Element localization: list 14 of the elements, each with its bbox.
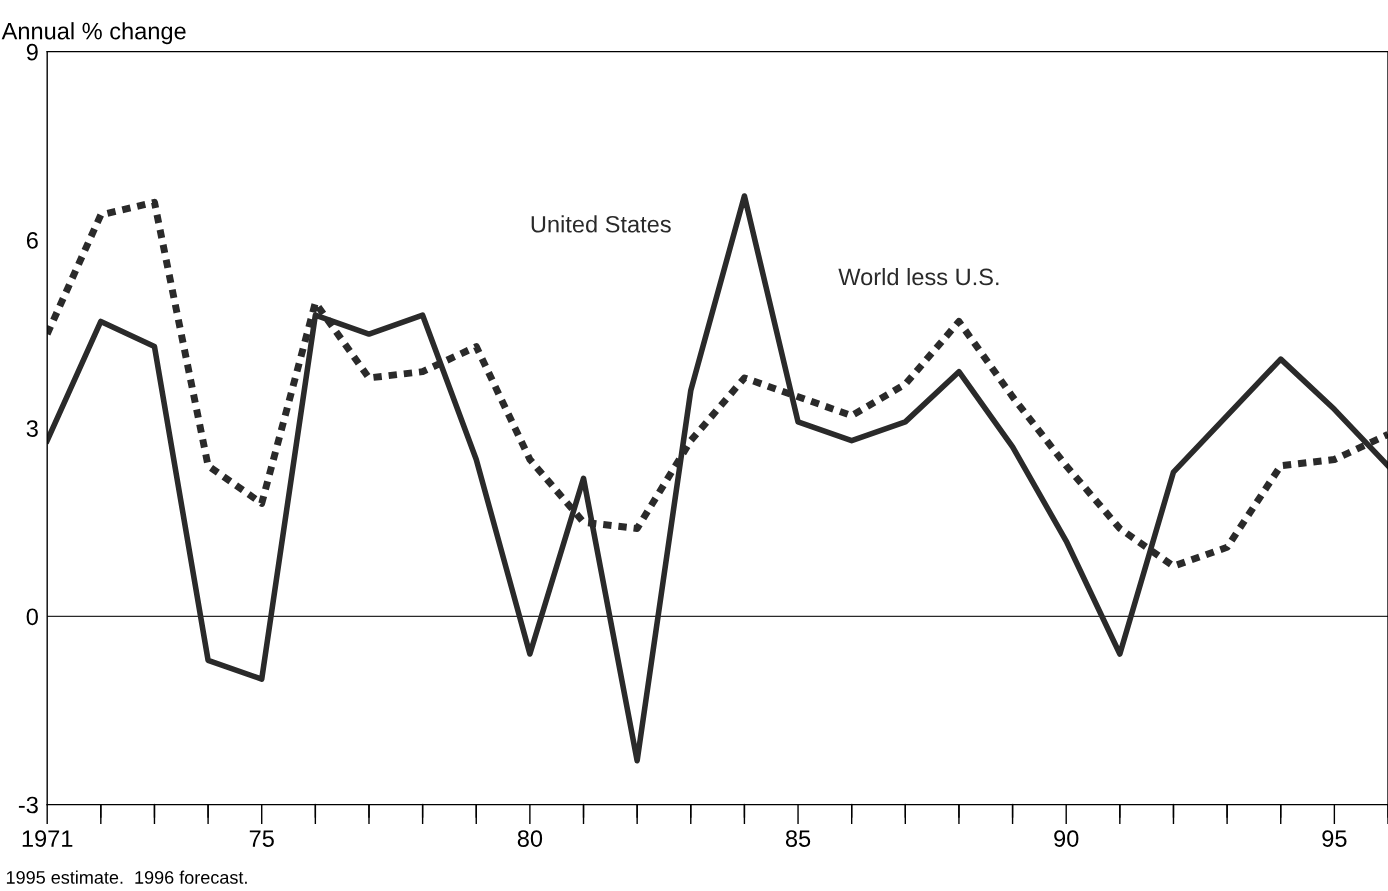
y-tick-label: 6 — [26, 231, 38, 249]
text: World less U.S. — [838, 267, 999, 286]
text: United States — [531, 215, 671, 233]
y-tick-label: 3 — [26, 420, 38, 437]
y-tick-label: 0 — [26, 608, 38, 626]
y-tick-label: -3 — [18, 796, 38, 814]
x-tick-label: 1971 — [22, 830, 73, 847]
x-tick-label: 95 — [1322, 830, 1347, 847]
y-tick-label: 9 — [26, 43, 38, 61]
x-tick-label: 90 — [1054, 830, 1079, 847]
x-tick-label: 85 — [785, 830, 811, 847]
text: 1995 estimate. 1996 forecast. — [6, 870, 247, 884]
x-tick-label: 80 — [517, 830, 543, 847]
x-tick-label: 75 — [249, 830, 274, 847]
